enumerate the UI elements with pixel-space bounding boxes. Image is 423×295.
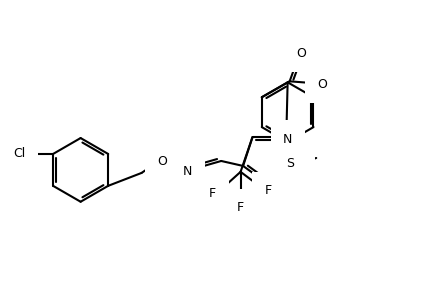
Text: S: S — [286, 158, 294, 171]
Text: N: N — [293, 158, 302, 171]
Text: F: F — [237, 201, 244, 214]
Text: O: O — [297, 47, 307, 60]
Text: O: O — [157, 155, 168, 168]
Text: N: N — [283, 132, 293, 145]
Text: Cl: Cl — [13, 148, 25, 160]
Text: N: N — [183, 165, 192, 178]
Text: O: O — [318, 78, 327, 91]
Text: F: F — [209, 187, 216, 200]
Text: F: F — [265, 184, 272, 197]
